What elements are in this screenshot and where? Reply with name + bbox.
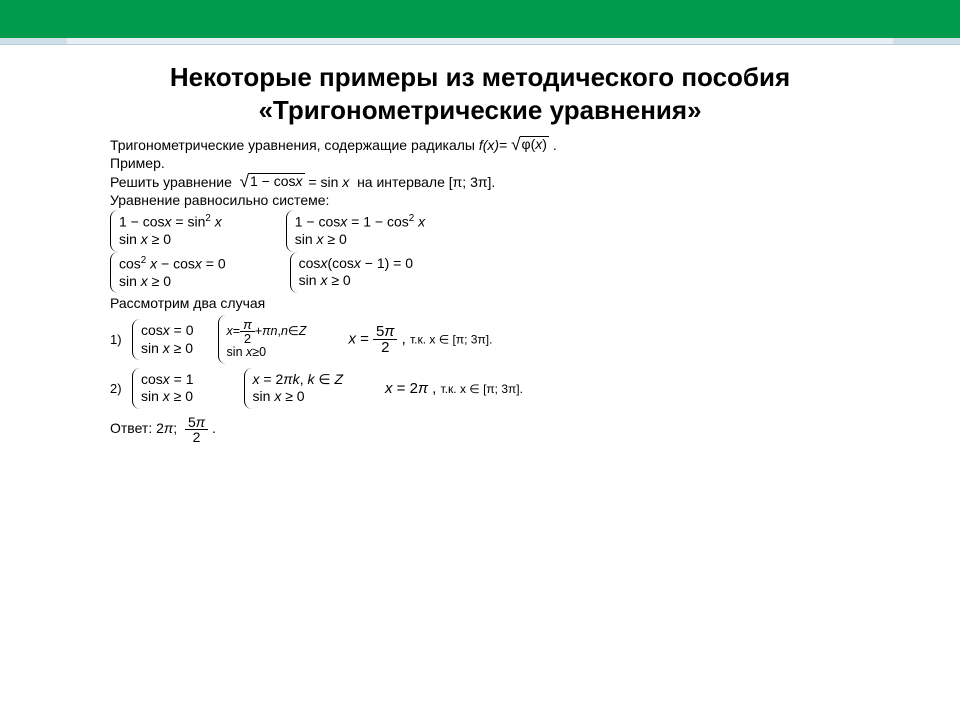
case-2-result: x = 2π , т.к. x ∈ [π; 3π]. [385,380,523,397]
system-1b: 1 − cosx = 1 − cos2 x sin x ≥ 0 [286,210,431,252]
case-1-num: 1) [110,332,132,347]
system-2a: cos2 x − cosx = 0 sin x ≥ 0 [110,252,232,294]
case-1: 1) cosx = 0 sin x ≥ 0 x=π2+πn,n∈Z sin x≥… [110,315,870,364]
case-2-sys: cosx = 1 sin x ≥ 0 [132,368,200,409]
label-example: Пример. [110,155,870,171]
case-2-num: 2) [110,381,132,396]
title-line1: Некоторые примеры из методического пособ… [170,62,790,92]
two-cases-label: Рассмотрим два случая [110,295,870,311]
case-1-sys: cosx = 0 sin x ≥ 0 [132,319,200,360]
intro-line: Тригонометрические уравнения, содержащие… [110,136,870,153]
system-2b: cosx(cosx − 1) = 0 sin x ≥ 0 [290,252,419,293]
system-1a: 1 − cosx = sin2 x sin x ≥ 0 [110,210,228,252]
problem-line: Решить уравнение √1 − cosx = sin x на ин… [110,173,870,190]
sub-bar [0,38,960,45]
case-1-sol: x=π2+πn,n∈Z sin x≥0 [218,315,313,364]
answer-line: Ответ: 2π; 5π2 . [110,415,870,444]
page-title: Некоторые примеры из методического пособ… [40,61,920,126]
equiv-label: Уравнение равносильно системе: [110,192,870,208]
systems-row-1: 1 − cosx = sin2 x sin x ≥ 0 1 − cosx = 1… [110,210,870,252]
case-2: 2) cosx = 1 sin x ≥ 0 x = 2πk, k ∈ Z sin… [110,368,870,409]
header-bar [0,0,960,38]
case-1-result: x = 5π2 , т.к. x ∈ [π; 3π]. [348,324,492,355]
title-line2: «Тригонометрические уравнения» [258,95,701,125]
systems-row-2: cos2 x − cosx = 0 sin x ≥ 0 cosx(cosx − … [110,252,870,294]
content-body: Тригонометрические уравнения, содержащие… [0,130,960,444]
case-2-sol: x = 2πk, k ∈ Z sin x ≥ 0 [244,368,349,409]
